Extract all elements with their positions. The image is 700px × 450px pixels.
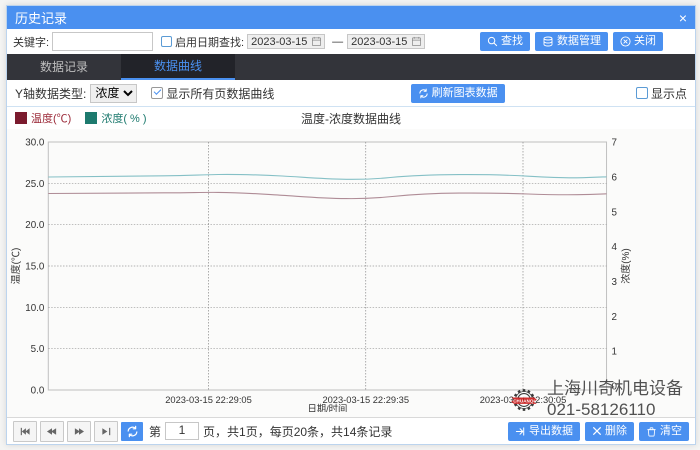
- svg-text:CHUANQI: CHUANQI: [513, 398, 535, 403]
- svg-text:15.0: 15.0: [25, 261, 45, 272]
- svg-text:20.0: 20.0: [25, 220, 45, 231]
- svg-text:6: 6: [611, 172, 617, 183]
- svg-text:温度(℃): 温度(℃): [9, 248, 22, 285]
- svg-text:2023-03-15 22:29:05: 2023-03-15 22:29:05: [165, 394, 252, 405]
- svg-text:1: 1: [611, 347, 617, 358]
- svg-text:5: 5: [611, 207, 617, 218]
- svg-text:日期/时间: 日期/时间: [307, 403, 347, 412]
- svg-text:10.0: 10.0: [25, 303, 45, 314]
- svg-text:7: 7: [611, 137, 617, 148]
- svg-text:2: 2: [611, 312, 617, 323]
- svg-text:25.0: 25.0: [25, 179, 45, 190]
- svg-text:30.0: 30.0: [25, 137, 45, 148]
- svg-text:3: 3: [611, 277, 617, 288]
- svg-text:5.0: 5.0: [31, 344, 45, 355]
- svg-text:4: 4: [611, 242, 617, 253]
- svg-text:浓度(%): 浓度(%): [619, 248, 632, 284]
- svg-text:0.0: 0.0: [31, 385, 45, 396]
